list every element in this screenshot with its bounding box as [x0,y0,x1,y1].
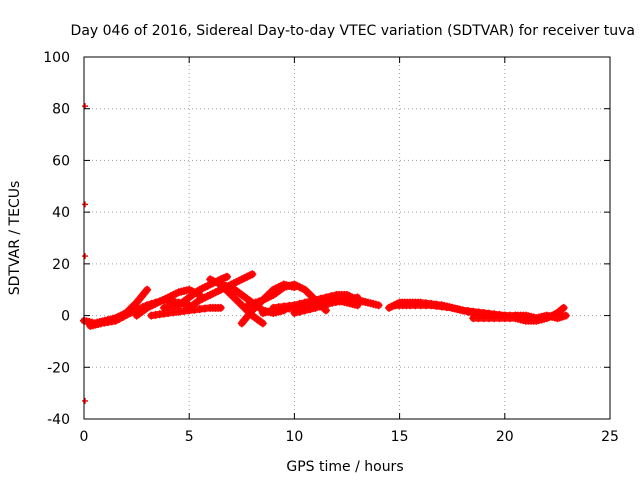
chart-title: Day 046 of 2016, Sidereal Day-to-day VTE… [71,23,635,39]
y-tick-label: 100 [43,50,70,66]
data-points [80,103,570,404]
x-axis-label: GPS time / hours [286,459,403,475]
data-point [458,306,467,315]
data-point [353,293,362,302]
y-tick-label: -40 [47,412,70,428]
data-point [558,305,567,314]
x-tick-label: 15 [391,429,409,445]
data-point [561,311,570,320]
x-tick-label: 5 [185,429,194,445]
y-tick-label: 40 [52,205,70,221]
data-point [453,305,462,314]
data-point [122,310,131,319]
data-point [306,305,315,314]
data-point [255,297,264,306]
data-point [143,285,152,294]
edge-data-point [82,103,89,110]
x-tick-label: 0 [80,429,89,445]
y-tick-label: 80 [52,102,70,118]
data-point [559,303,568,312]
data-point [295,299,304,308]
data-point [327,292,336,301]
data-point [463,307,472,316]
data-point [115,314,124,323]
data-point [216,303,225,312]
x-tick-label: 10 [285,429,303,445]
data-point [111,316,120,325]
data-point [448,303,457,312]
data-point [126,308,135,317]
data-point [295,307,304,316]
y-tick-label: 20 [52,257,70,273]
data-point [315,302,324,311]
data-point [258,319,267,328]
plot-area-frame [83,56,611,420]
data-point [248,270,257,279]
data-point [306,297,315,306]
x-tick-label: 20 [496,429,514,445]
data-point [311,303,320,312]
data-point [319,301,328,310]
edge-data-point [82,397,89,404]
data-point [316,294,325,303]
x-tick-label: 25 [601,429,619,445]
data-point [247,299,256,308]
edge-data-point [82,253,89,260]
edge-data-point [82,201,89,208]
data-point [118,312,127,321]
y-axis-label: SDTVAR / TECUs [7,181,23,296]
data-point [300,298,309,307]
grid [84,57,610,419]
y-tick-label: -20 [47,360,70,376]
data-point [251,298,260,307]
axes: 0 5 10 15 20 25 -40 -20 0 20 40 60 80 100 [43,50,619,445]
data-point [244,301,253,310]
data-point [374,301,383,310]
data-point [290,301,299,310]
data-point [223,272,232,281]
data-point [290,308,299,317]
data-point [321,293,330,302]
y-tick-label: 0 [61,309,70,325]
data-point [311,296,320,305]
data-point [300,306,309,315]
data-point [324,299,333,308]
y-tick-label: 60 [52,153,70,169]
